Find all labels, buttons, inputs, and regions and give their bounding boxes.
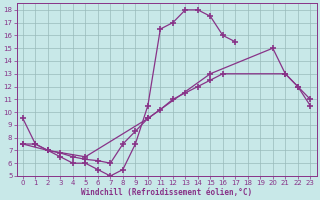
- X-axis label: Windchill (Refroidissement éolien,°C): Windchill (Refroidissement éolien,°C): [81, 188, 252, 197]
